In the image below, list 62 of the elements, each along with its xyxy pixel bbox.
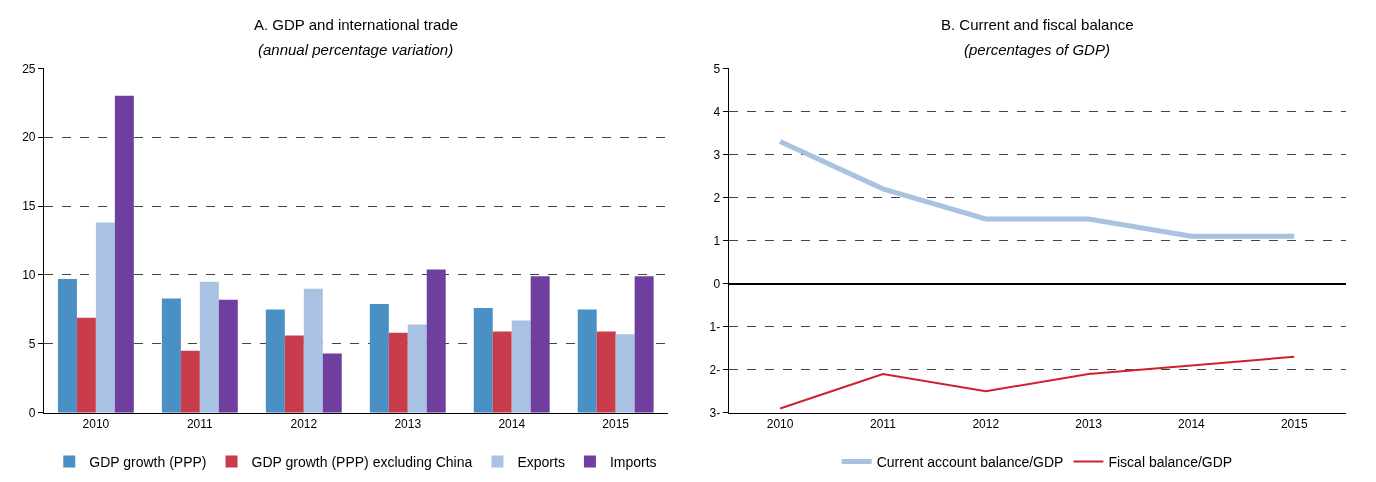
x-tick-label: 2015 [602, 417, 630, 432]
x-tick-label: 2015 [1280, 417, 1308, 432]
bar [303, 288, 323, 413]
bar [322, 353, 342, 413]
bar [615, 334, 635, 413]
x-tick-label: 2011 [186, 417, 214, 432]
bar [577, 309, 597, 413]
x-tick-label: 2011 [870, 417, 897, 432]
bar [530, 276, 550, 413]
bar [180, 350, 200, 413]
legend-label: Current account balance/GDP [876, 454, 1064, 471]
y-tick-label: 20 [22, 130, 36, 145]
y-tick-label: 0 [713, 276, 721, 291]
legend-label: Exports [517, 454, 565, 471]
bar [369, 303, 389, 413]
x-tick-label: 2013 [394, 417, 422, 432]
x-tick-label: 2014 [498, 417, 526, 432]
x-tick-label: 2012 [972, 417, 1000, 432]
chart-title: A. GDP and international trade [254, 16, 459, 33]
bar [634, 276, 654, 413]
y-tick-label: 5 [28, 337, 36, 352]
bar [492, 331, 512, 413]
x-tick-label: 2010 [766, 417, 794, 432]
y-tick-label: 25 [22, 61, 36, 76]
y-tick-label: 3 [713, 147, 721, 162]
legend-label: GDP growth (PPP) excluding China [251, 454, 473, 471]
y-tick-label: 4 [713, 104, 721, 119]
bar [114, 95, 134, 413]
x-tick-label: 2012 [290, 417, 318, 432]
y-tick-label: 0 [28, 405, 36, 420]
y-tick-label: 10 [22, 268, 36, 283]
bar [511, 320, 531, 413]
bar [284, 335, 304, 413]
y-tick-label: 3- [709, 405, 721, 420]
y-tick-label: 1 [713, 233, 721, 248]
legend-label: Fiscal balance/GDP [1108, 454, 1233, 471]
y-tick-label: 1- [709, 319, 721, 334]
y-tick-label: 15 [22, 199, 36, 214]
legend-label: Imports [609, 454, 657, 471]
bar [407, 324, 427, 413]
chart-title: B. Current and fiscal balance [941, 16, 1134, 33]
line-series [779, 355, 1296, 410]
legend-label: GDP growth (PPP) [89, 454, 207, 471]
y-tick-label: 2 [713, 190, 721, 205]
bar [199, 281, 219, 413]
bar [95, 222, 115, 413]
chart-subtitle: (percentages of GDP) [964, 41, 1110, 58]
y-tick-label: 2- [709, 362, 721, 377]
bar [473, 308, 493, 413]
x-tick-label: 2014 [1178, 417, 1206, 432]
bar [161, 298, 181, 413]
bar [388, 332, 408, 413]
chart-subtitle: (annual percentage variation) [258, 41, 454, 58]
y-tick-label: 5 [713, 61, 721, 76]
bar [596, 331, 616, 413]
x-tick-label: 2010 [82, 417, 110, 432]
bar [57, 279, 77, 413]
x-tick-label: 2013 [1075, 417, 1103, 432]
bar [218, 299, 238, 413]
bar [76, 317, 96, 413]
bar [265, 309, 285, 413]
bar [426, 269, 446, 413]
